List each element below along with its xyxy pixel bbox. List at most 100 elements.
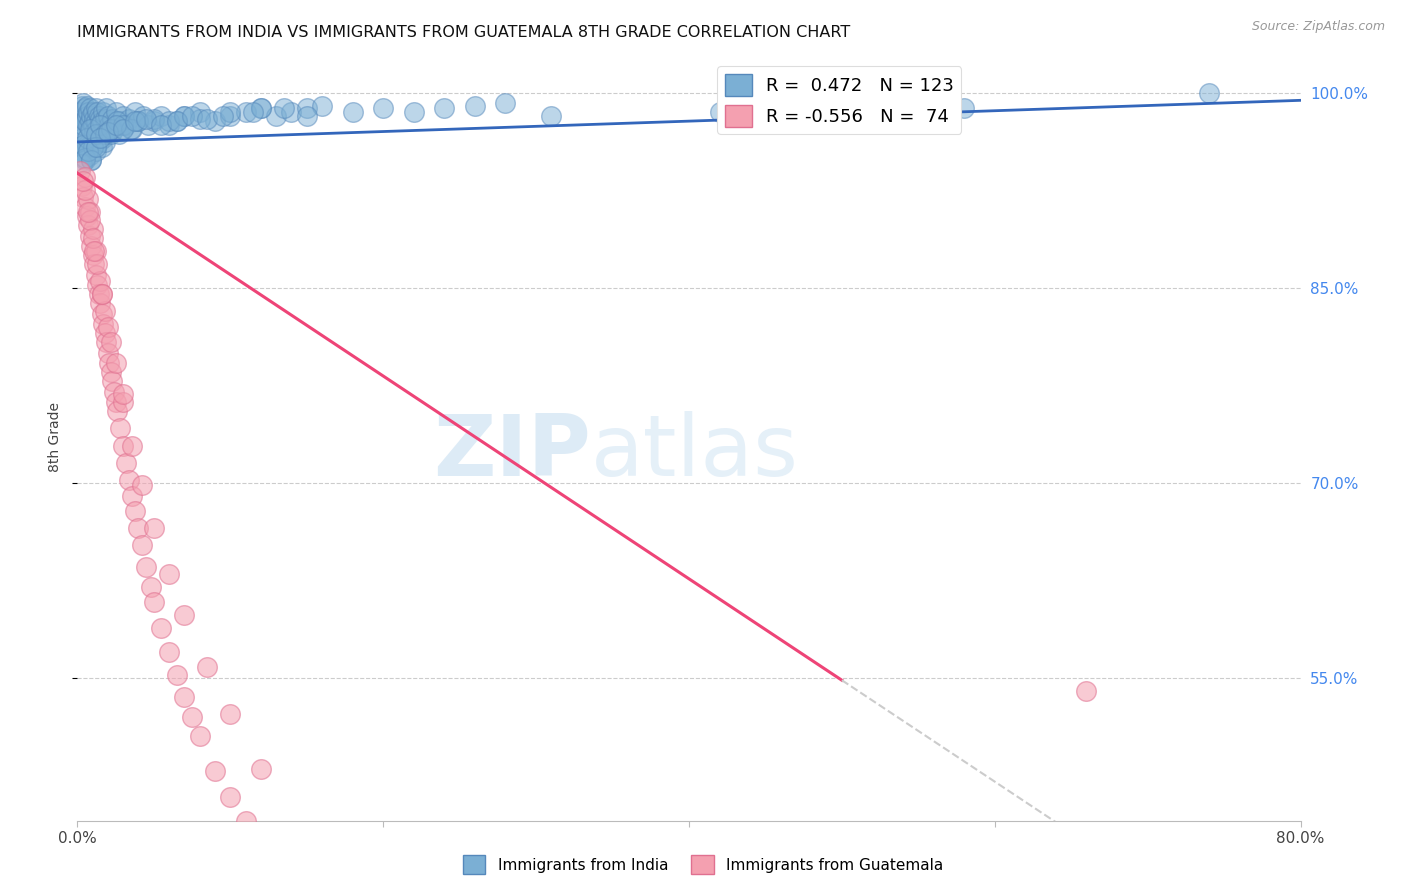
Point xyxy=(273,101,295,115)
Point xyxy=(98,356,121,370)
Point xyxy=(173,608,195,623)
Point xyxy=(135,112,157,126)
Point xyxy=(121,122,143,136)
Point xyxy=(82,222,104,236)
Point xyxy=(84,114,107,128)
Point xyxy=(77,218,100,232)
Point xyxy=(219,706,242,721)
Point xyxy=(1076,683,1098,698)
Point xyxy=(72,118,94,132)
Point xyxy=(135,560,157,574)
Point xyxy=(112,122,135,136)
Point xyxy=(90,307,112,321)
Point xyxy=(219,109,242,123)
Point xyxy=(188,105,211,120)
Point xyxy=(76,131,98,145)
Point xyxy=(124,504,146,518)
Point xyxy=(104,118,127,132)
Point xyxy=(89,112,111,126)
Point xyxy=(142,114,165,128)
Point xyxy=(83,112,105,126)
Point xyxy=(100,122,122,136)
Point xyxy=(89,118,111,132)
Point xyxy=(73,101,96,115)
Point xyxy=(150,109,173,123)
Point xyxy=(79,122,101,136)
Point xyxy=(166,114,188,128)
Point xyxy=(118,473,141,487)
Point xyxy=(79,101,101,115)
Point xyxy=(70,144,93,158)
Point xyxy=(73,144,96,158)
Point xyxy=(96,124,118,138)
Point xyxy=(82,140,104,154)
Point xyxy=(181,709,204,723)
Point xyxy=(73,169,96,184)
Point xyxy=(540,109,562,123)
Point xyxy=(195,112,218,126)
Point xyxy=(76,109,98,123)
Point xyxy=(264,863,287,877)
Point xyxy=(495,95,517,110)
Point xyxy=(118,112,141,126)
Point xyxy=(121,489,143,503)
Point xyxy=(173,109,195,123)
Point xyxy=(100,335,122,350)
Point xyxy=(84,140,107,154)
Point xyxy=(86,122,108,136)
Point xyxy=(69,105,91,120)
Point xyxy=(97,319,120,334)
Point xyxy=(77,140,100,154)
Point xyxy=(131,478,153,492)
Legend: Immigrants from India, Immigrants from Guatemala: Immigrants from India, Immigrants from G… xyxy=(457,849,949,880)
Point xyxy=(90,287,112,301)
Text: IMMIGRANTS FROM INDIA VS IMMIGRANTS FROM GUATEMALA 8TH GRADE CORRELATION CHART: IMMIGRANTS FROM INDIA VS IMMIGRANTS FROM… xyxy=(77,25,851,40)
Point xyxy=(195,660,218,674)
Point xyxy=(115,118,138,132)
Point xyxy=(91,131,114,145)
Point xyxy=(103,122,125,136)
Point xyxy=(91,317,114,331)
Point xyxy=(70,157,93,171)
Point xyxy=(100,365,122,379)
Point xyxy=(80,122,103,136)
Point xyxy=(211,109,233,123)
Point xyxy=(188,112,211,126)
Point xyxy=(127,114,149,128)
Point xyxy=(124,105,146,120)
Point xyxy=(295,109,318,123)
Point xyxy=(83,124,105,138)
Point xyxy=(69,124,91,138)
Point xyxy=(90,287,112,301)
Point xyxy=(94,326,117,340)
Point xyxy=(173,690,195,705)
Point xyxy=(157,566,180,581)
Point xyxy=(101,374,124,388)
Point xyxy=(94,112,117,126)
Point xyxy=(250,839,273,854)
Point xyxy=(127,521,149,535)
Point xyxy=(77,192,100,206)
Point xyxy=(84,268,107,282)
Point xyxy=(87,135,110,149)
Point xyxy=(79,148,101,162)
Legend: R =  0.472   N = 123, R = -0.556   N =  74: R = 0.472 N = 123, R = -0.556 N = 74 xyxy=(717,66,962,134)
Point xyxy=(709,105,731,120)
Point xyxy=(342,105,364,120)
Point xyxy=(953,101,976,115)
Point xyxy=(103,384,125,399)
Point xyxy=(142,112,165,126)
Point xyxy=(242,105,264,120)
Point xyxy=(112,395,135,409)
Point xyxy=(73,151,96,165)
Point xyxy=(97,109,120,123)
Point xyxy=(311,98,333,112)
Point xyxy=(80,153,103,168)
Point xyxy=(402,105,425,120)
Point xyxy=(115,456,138,470)
Point xyxy=(82,248,104,262)
Point xyxy=(1198,86,1220,100)
Point xyxy=(84,144,107,158)
Point xyxy=(73,200,96,214)
Point xyxy=(84,244,107,259)
